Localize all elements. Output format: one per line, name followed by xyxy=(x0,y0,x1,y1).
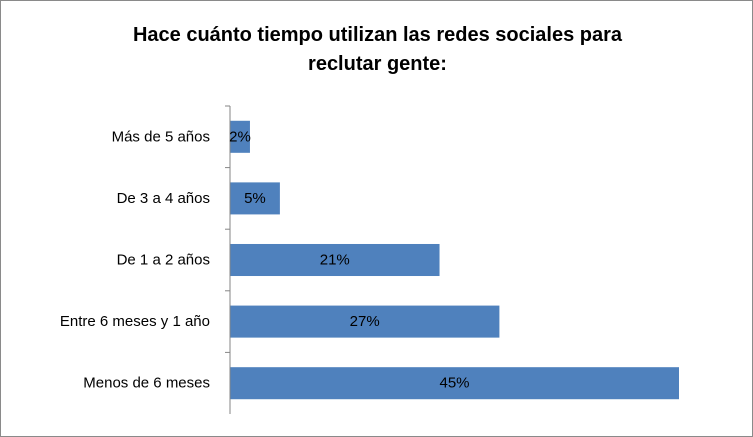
category-label: Entre 6 meses y 1 año xyxy=(60,313,210,330)
chart-title: Hace cuánto tiempo utilizan las redes so… xyxy=(132,24,623,75)
bar-de-3-a-4-anos xyxy=(230,182,280,215)
bar-de-1-a-2-anos xyxy=(230,243,440,277)
bar-mas-de-5-anos xyxy=(230,120,250,153)
bar-entre-6-meses-y-1-ano xyxy=(230,305,500,338)
category-label: Menos de 6 meses xyxy=(83,375,210,392)
data-label: 2% xyxy=(229,128,251,145)
category-label: Más de 5 años xyxy=(112,128,210,145)
data-label: 45% xyxy=(439,375,469,392)
labels-layer: Menos de 6 meses 45% Entre 6 meses y 1 año… xyxy=(60,105,470,392)
data-label: 21% xyxy=(320,252,350,269)
data-label: 27% xyxy=(350,313,380,330)
data-label: 5% xyxy=(244,190,266,207)
bar-menos-de-6-meses xyxy=(230,367,679,400)
category-label: De 1 a 2 años xyxy=(117,252,210,269)
category-label: De 3 a 4 años xyxy=(117,190,210,207)
bars-layer xyxy=(230,120,679,400)
